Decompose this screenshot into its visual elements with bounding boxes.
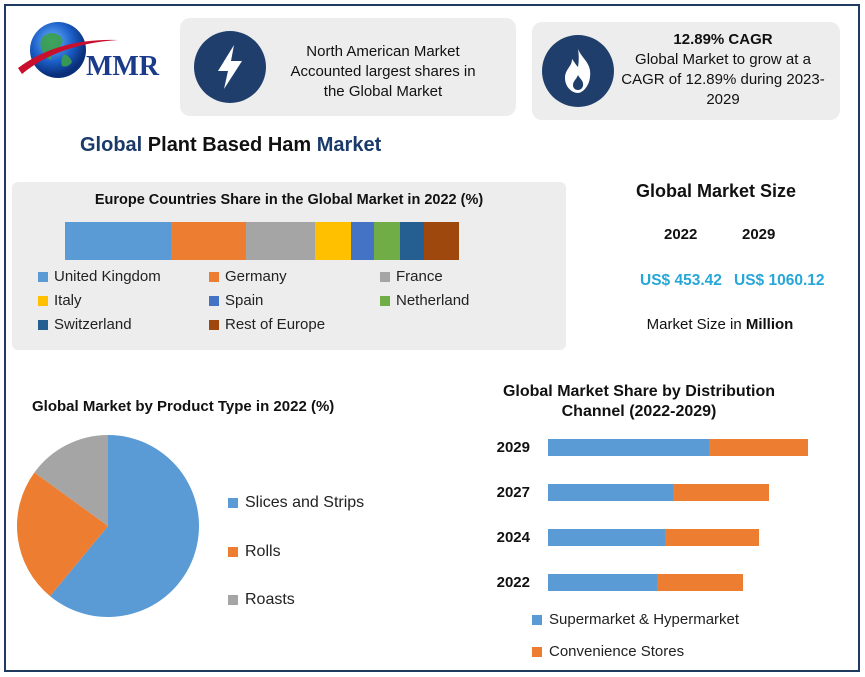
europe-bar-segment-spain: [350, 222, 375, 260]
pie-slice-rolls: [16, 472, 108, 597]
cagr-text: Global Market to grow at a CAGR of 12.89…: [621, 51, 825, 108]
distribution-year-label-2029: 2029: [496, 439, 530, 456]
legend-label: Supermarket & Hypermarket: [549, 611, 740, 628]
pie-legend-item-slices-and-strips: Slices and Strips: [228, 494, 364, 512]
legend-swatch: [209, 295, 219, 306]
distribution-bar-2022-convenience-stores: [657, 574, 743, 591]
legend-swatch: [209, 319, 219, 330]
legend-swatch: [38, 271, 48, 282]
legend-label: Slices and Strips: [245, 494, 365, 511]
legend-label: Roasts: [245, 591, 295, 608]
distribution-bar-2022-supermarket-hypermarket: [548, 574, 658, 591]
legend-label: Italy: [54, 292, 82, 309]
market-size-note-unit: Million: [745, 316, 794, 333]
globe-icon: [18, 22, 118, 78]
europe-bar-segment-switzerland: [399, 222, 424, 260]
highlight-icon-circle: [194, 31, 266, 103]
legend-swatch: [38, 295, 48, 306]
europe-legend-item-germany: Germany: [209, 268, 287, 285]
legend-label: Switzerland: [54, 316, 132, 333]
legend-label: Germany: [225, 268, 287, 285]
market-size-year-2022: 2022: [664, 226, 698, 243]
distribution-legend-item-convenience-stores: Convenience Stores: [532, 643, 684, 660]
pie-chart-title: Global Market by Product Type in 2022 (%…: [32, 398, 335, 415]
highlight-icon-circle: [542, 35, 614, 107]
europe-legend-item-france: France: [380, 268, 443, 285]
market-size-value-2029: US$ 1060.12: [734, 272, 825, 289]
distribution-legend-item-supermarket-hypermarket: Supermarket & Hypermarket: [532, 611, 739, 628]
highlight-box-cagr: 12.89% CAGR Global Market to grow at a C…: [532, 22, 840, 120]
market-size-title: Global Market Size: [635, 181, 797, 201]
legend-swatch: [228, 498, 238, 508]
highlight-box-north-america: North American Market Accounted largest …: [180, 18, 516, 116]
distribution-chart-title: Global Market Share by Distribution Chan…: [502, 383, 776, 420]
distribution-bar-2024-convenience-stores: [665, 529, 759, 546]
market-size-year-2029: 2029: [742, 226, 776, 243]
distribution-bar-2027-supermarket-hypermarket: [548, 484, 673, 501]
flame-icon: [565, 49, 591, 93]
legend-label: Spain: [225, 292, 264, 309]
legend-swatch: [228, 547, 238, 557]
europe-bar-segment-rest-of-europe: [423, 222, 459, 260]
title-part-market: Market: [316, 134, 382, 156]
europe-legend-item-spain: Spain: [209, 292, 263, 309]
legend-label: United Kingdom: [54, 268, 161, 285]
legend-label: Rest of Europe: [225, 316, 326, 333]
pie-slice-slices-and-strips: [49, 435, 200, 617]
page-title: Global Plant Based Ham Market: [80, 134, 381, 157]
distribution-year-label-2024: 2024: [496, 529, 530, 546]
mmr-logo: MMR: [14, 18, 174, 88]
legend-swatch: [380, 271, 390, 282]
infographic-frame: [4, 4, 860, 672]
distribution-bar-2024-supermarket-hypermarket: [548, 529, 665, 546]
distribution-bar-2027-convenience-stores: [672, 484, 769, 501]
legend-swatch: [532, 646, 542, 657]
distribution-bar-2029-supermarket-hypermarket: [548, 439, 710, 456]
europe-stacked-bar: [65, 222, 459, 260]
title-part-global: Global: [80, 134, 143, 156]
product-type-pie-chart: [16, 435, 200, 617]
legend-label: Rolls: [245, 543, 281, 560]
distribution-year-label-2027: 2027: [496, 484, 530, 501]
market-size-note: Market Size in Million: [600, 316, 840, 333]
europe-legend-item-rest-of-europe: Rest of Europe: [209, 316, 325, 333]
logo-text: MMR: [86, 51, 160, 82]
lightning-icon: [218, 45, 242, 89]
cagr-title: 12.89% CAGR: [673, 31, 773, 48]
legend-swatch: [532, 614, 542, 625]
europe-legend-item-italy: Italy: [38, 292, 82, 309]
highlight-text-block: 12.89% CAGR Global Market to grow at a C…: [618, 30, 828, 110]
legend-label: Convenience Stores: [549, 643, 685, 660]
legend-label: Netherland: [396, 292, 470, 309]
europe-bar-segment-france: [246, 222, 316, 260]
europe-chart-title: Europe Countries Share in the Global Mar…: [94, 192, 484, 208]
europe-legend-item-netherland: Netherland: [380, 292, 469, 309]
europe-bar-segment-united-kingdom: [65, 222, 172, 260]
pie-slice-roasts: [34, 435, 108, 526]
legend-swatch: [38, 319, 48, 330]
europe-bar-segment-netherland: [374, 222, 400, 260]
pie-legend-item-rolls: Rolls: [228, 543, 281, 561]
legend-label: France: [396, 268, 443, 285]
distribution-bar-2029-convenience-stores: [709, 439, 808, 456]
highlight-text: North American Market Accounted largest …: [290, 43, 476, 100]
legend-swatch: [228, 595, 238, 605]
market-size-value-2022: US$ 453.42: [640, 272, 722, 289]
market-size-note-prefix: Market Size in: [646, 316, 746, 333]
europe-bar-segment-germany: [171, 222, 247, 260]
europe-legend-item-united-kingdom: United Kingdom: [38, 268, 161, 285]
legend-swatch: [380, 295, 390, 306]
europe-legend-item-switzerland: Switzerland: [38, 316, 132, 333]
europe-share-panel: [12, 182, 566, 350]
legend-swatch: [209, 271, 219, 282]
pie-legend-item-roasts: Roasts: [228, 591, 295, 609]
title-part-product: Plant Based Ham: [142, 134, 317, 156]
distribution-year-label-2022: 2022: [496, 574, 530, 591]
europe-bar-segment-italy: [315, 222, 351, 260]
